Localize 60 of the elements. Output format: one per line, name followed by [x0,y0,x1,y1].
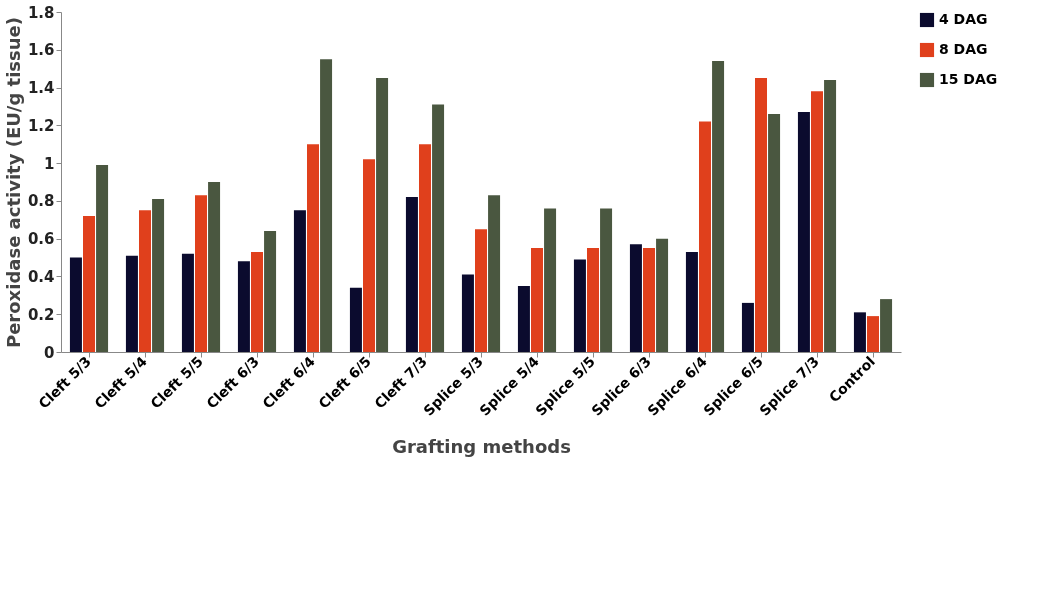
bar [307,144,319,352]
legend-label: 8 DAG [939,41,988,57]
bar [181,253,194,352]
bar [125,255,138,352]
bar [475,229,487,352]
bar [587,248,599,352]
bar [712,61,725,352]
bar [419,144,431,352]
y-tick-label: 0 [44,343,55,362]
bar [656,238,669,352]
y-tick-label: 0.6 [27,230,55,249]
bar [797,112,810,352]
bar [699,121,711,352]
bar [264,231,277,352]
bar [488,195,501,352]
bar [768,114,781,352]
bar [96,165,109,352]
bar [461,274,474,352]
bar [405,197,418,352]
bar [867,316,879,352]
y-tick-label: 0.4 [27,267,55,286]
bar [208,182,221,352]
bar [629,244,642,352]
bar [517,285,530,352]
bar [251,251,263,352]
legend-label: 15 DAG [939,71,998,87]
y-tick-label: 1 [44,154,55,173]
bar [363,159,375,352]
bar [432,104,445,352]
y-tick-label: 0.8 [27,192,55,211]
y-axis-title: Peroxidase activity (EU/g tissue) [2,16,24,349]
bar [573,259,586,352]
y-tick-label: 1.8 [27,3,55,22]
bar [376,78,389,352]
bar [237,261,250,352]
x-axis-title: Grafting methods [392,435,571,457]
bar [139,210,151,352]
bar [195,195,207,352]
bar [152,199,165,352]
bar [643,248,655,352]
bar [320,59,333,352]
bar [83,216,95,352]
bar [531,248,543,352]
bar [293,210,306,352]
bar [741,302,754,352]
y-tick-label: 1.6 [27,41,55,60]
bar [685,251,698,352]
y-tick-label: 1.2 [27,116,55,135]
y-tick-label: 0.2 [27,305,55,324]
bar [349,287,362,352]
bar [69,257,82,352]
y-tick-label: 1.4 [27,79,55,98]
bar [824,80,837,352]
bar [544,208,557,352]
bar [853,312,866,352]
bar [880,299,893,352]
bar [811,91,823,352]
legend-label: 4 DAG [939,11,988,27]
bar [755,78,767,352]
bar [600,208,613,352]
